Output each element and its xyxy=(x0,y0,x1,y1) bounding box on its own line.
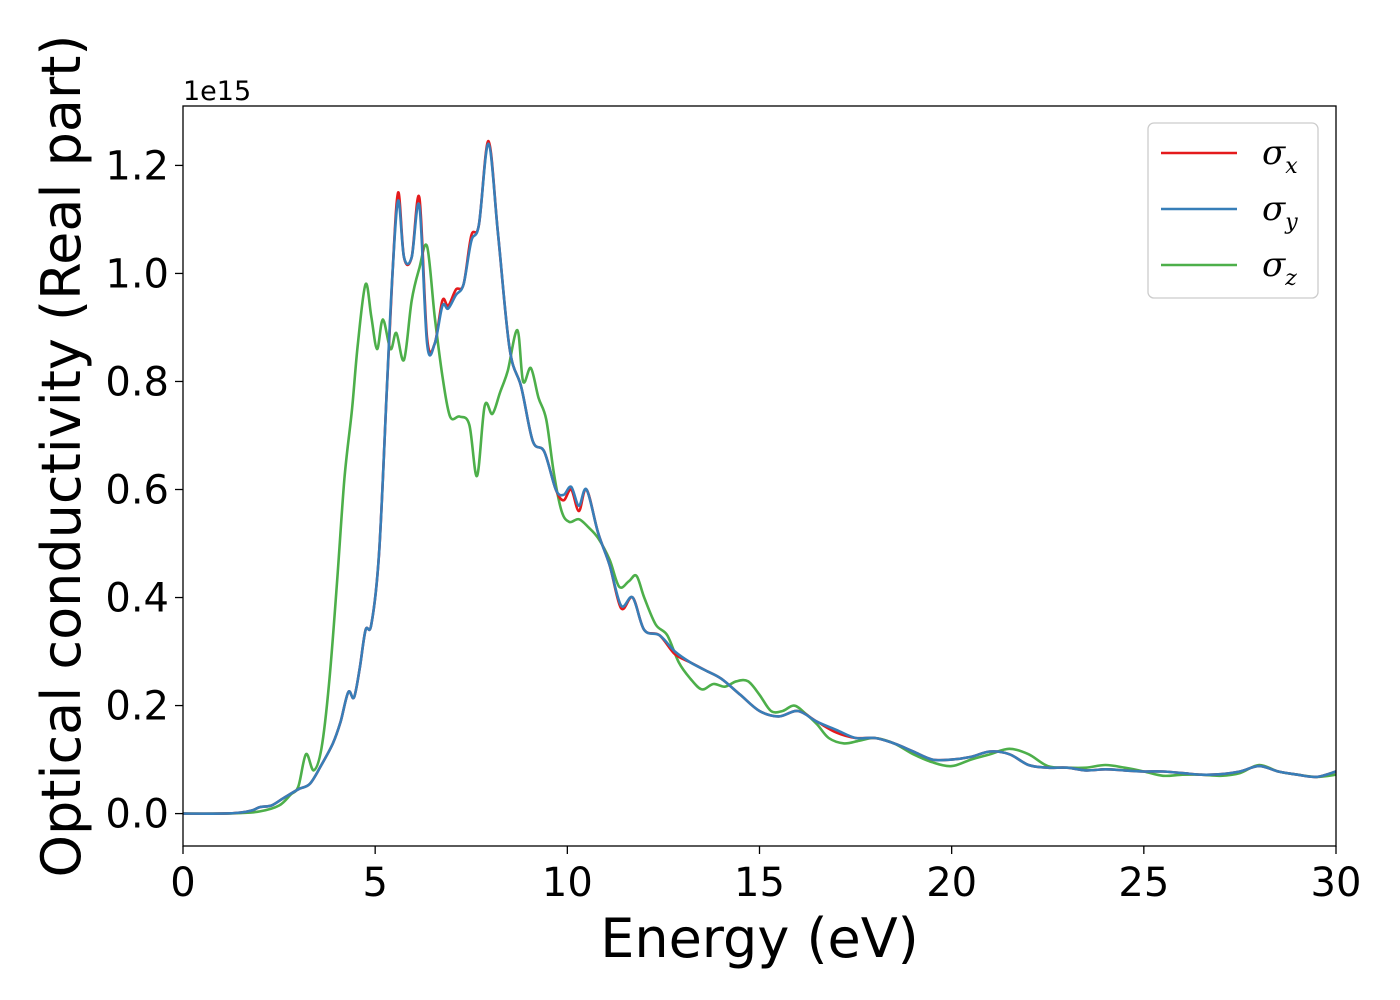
x-axis: 0 5 10 15 20 25 30 xyxy=(170,846,1361,906)
x-tick-label: 20 xyxy=(926,860,977,906)
y-axis: 0.0 0.2 0.4 0.6 0.8 1.0 1.2 xyxy=(105,143,183,838)
legend-subscript: z xyxy=(1284,266,1297,291)
series-line-z xyxy=(183,243,1336,815)
legend-subscript: x xyxy=(1285,154,1298,179)
x-tick-label: 25 xyxy=(1118,860,1169,906)
x-axis-title: Energy (eV) xyxy=(600,907,919,970)
x-tick-label: 15 xyxy=(734,860,785,906)
legend-symbol: σ xyxy=(1262,133,1286,173)
y-tick-label: 0.6 xyxy=(105,468,169,514)
legend-label-z: σz xyxy=(1262,245,1297,291)
y-axis-title: Optical conductivity (Real part) xyxy=(30,35,93,878)
x-tick-label: 30 xyxy=(1311,860,1362,906)
y-tick-label: 1.2 xyxy=(105,143,169,189)
y-tick-label: 0.0 xyxy=(105,792,169,838)
y-tick-label: 0.2 xyxy=(105,684,169,730)
y-offset-label: 1e15 xyxy=(183,76,251,107)
legend-box xyxy=(1147,122,1319,299)
legend-label-x: σx xyxy=(1262,133,1298,179)
x-tick-label: 0 xyxy=(170,860,195,906)
y-tick-label: 1.0 xyxy=(105,251,169,297)
series-layer xyxy=(183,139,1336,815)
legend-subscript: y xyxy=(1284,210,1298,235)
x-tick-label: 10 xyxy=(542,860,593,906)
legend-symbol: σ xyxy=(1262,189,1286,229)
series-line-y xyxy=(183,142,1336,815)
y-tick-label: 0.8 xyxy=(105,359,169,405)
y-tick-label: 0.4 xyxy=(105,576,169,622)
x-tick-label: 5 xyxy=(362,860,387,906)
legend-symbol: σ xyxy=(1262,245,1286,285)
legend-label-y: σy xyxy=(1262,189,1298,235)
